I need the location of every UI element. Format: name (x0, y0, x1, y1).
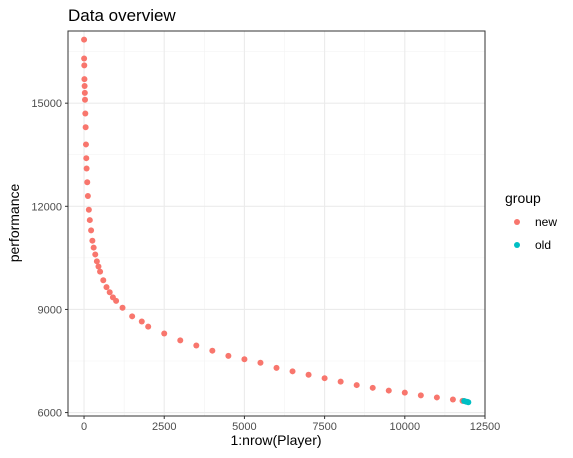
point-new (85, 206, 92, 213)
point-old (465, 399, 472, 406)
point-new (193, 342, 200, 349)
point-new (88, 227, 95, 234)
point-new (89, 237, 96, 244)
y-axis-title: performance (6, 183, 22, 262)
point-new (97, 268, 104, 275)
point-new (83, 155, 90, 162)
y-tick-label: 6000 (38, 408, 62, 420)
point-new (129, 313, 136, 320)
point-new (81, 62, 88, 69)
x-tick-label: 10000 (390, 421, 421, 433)
legend: group new old (505, 190, 557, 252)
point-new (82, 110, 89, 117)
point-new (337, 378, 344, 385)
point-new (353, 382, 360, 389)
point-new (82, 141, 89, 148)
point-new (321, 375, 328, 382)
point-new (103, 284, 110, 291)
x-tick-label: 5000 (232, 421, 256, 433)
point-new (225, 352, 232, 359)
point-new (449, 396, 456, 403)
data-points (81, 36, 472, 406)
point-new (86, 217, 93, 224)
panel-border (67, 30, 486, 417)
x-axis-title: 1:nrow(Player) (230, 432, 321, 448)
point-new (95, 263, 102, 270)
point-new (84, 179, 91, 186)
point-new (401, 389, 408, 396)
point-new (82, 96, 89, 103)
point-new (177, 337, 184, 344)
plot-panel (67, 30, 486, 417)
point-new (83, 165, 90, 172)
point-new (161, 330, 168, 337)
point-new (106, 289, 113, 296)
point-new (81, 36, 88, 43)
point-new (82, 124, 89, 131)
x-tick-label: 0 (81, 421, 87, 433)
point-new (145, 323, 152, 330)
grid-lines (68, 31, 486, 416)
point-new (289, 368, 296, 375)
x-tick-label: 2500 (152, 421, 176, 433)
point-new (241, 356, 248, 363)
point-new (119, 304, 126, 311)
legend-label-new: new (535, 215, 557, 229)
point-new (90, 244, 97, 251)
y-axis: 6000 9000 12000 15000 (31, 98, 68, 420)
chart-title: Data overview (68, 6, 176, 25)
point-new (113, 297, 120, 304)
point-new (305, 371, 312, 378)
point-new (273, 364, 280, 371)
point-new (84, 193, 91, 199)
y-tick-label: 15000 (31, 98, 62, 110)
point-new (369, 384, 376, 391)
point-new (385, 387, 392, 394)
legend-title: group (505, 190, 541, 206)
point-new (92, 251, 99, 258)
point-new (209, 347, 216, 354)
y-tick-label: 12000 (31, 201, 62, 213)
x-tick-label: 7500 (312, 421, 336, 433)
y-tick-label: 9000 (38, 304, 62, 316)
point-new (81, 76, 88, 83)
legend-key-new (514, 219, 520, 225)
legend-key-old (514, 242, 520, 248)
panel-background (68, 31, 485, 416)
point-new (81, 55, 88, 62)
point-new (81, 83, 88, 89)
point-new (138, 318, 145, 325)
point-new (93, 258, 100, 265)
x-tick-label: 12500 (470, 421, 501, 433)
point-new (100, 277, 107, 284)
point-new (257, 359, 264, 366)
point-new (417, 392, 424, 399)
legend-label-old: old (535, 238, 551, 252)
point-new (81, 89, 88, 96)
x-axis: 0 2500 5000 7500 10000 12500 (81, 416, 500, 433)
point-new (433, 394, 440, 401)
